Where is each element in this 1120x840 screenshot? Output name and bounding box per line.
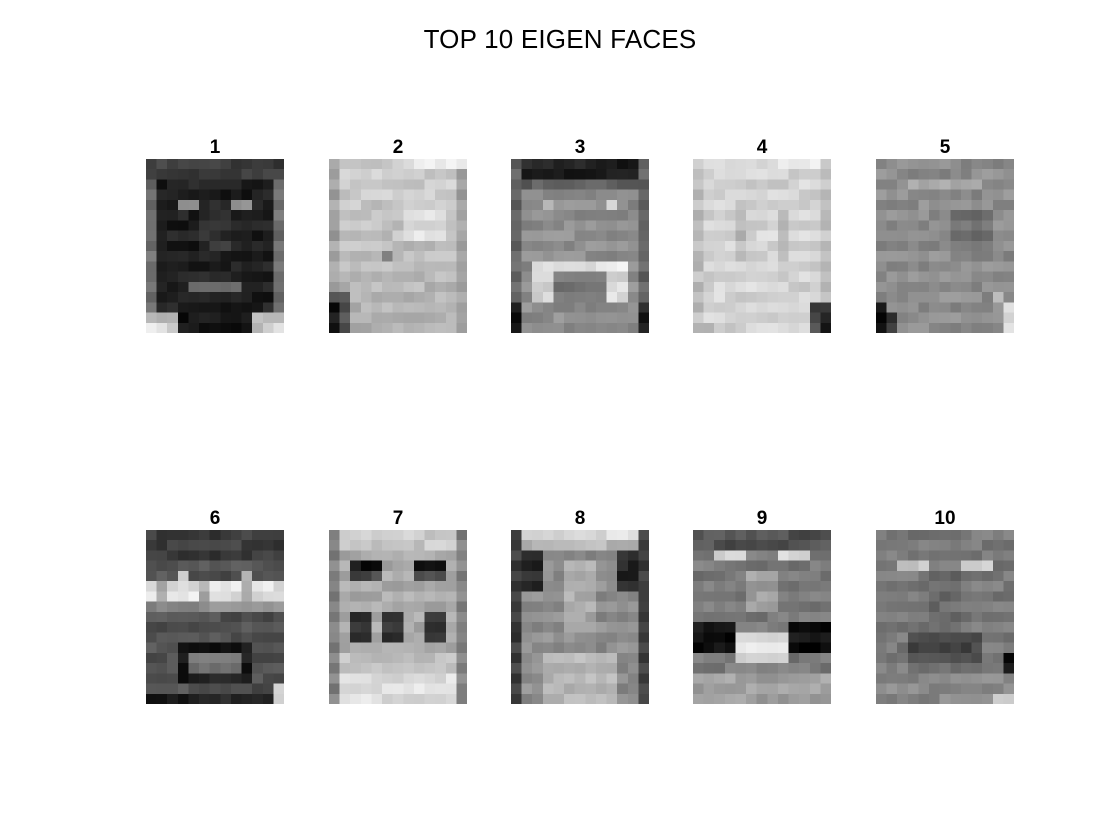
panel-title: 7 [392,508,404,529]
eigenface-panel-1: 1 [146,137,284,333]
eigenface-panel-3: 3 [511,137,649,333]
eigenface-panel-9: 9 [693,508,831,704]
eigenface-panel-6: 6 [146,508,284,704]
figure-title: TOP 10 EIGEN FACES [423,24,697,54]
panel-title: 9 [756,508,768,529]
panel-title: 10 [934,508,956,529]
panel-title: 5 [939,137,951,158]
eigenface-image [511,530,649,704]
eigenface-panel-2: 2 [329,137,467,333]
eigenface-panel-10: 10 [876,508,1014,704]
eigenface-image [511,159,649,333]
eigenface-panel-8: 8 [511,508,649,704]
eigenface-image [693,530,831,704]
panel-title: 8 [574,508,586,529]
panel-title: 3 [574,137,586,158]
eigenface-panel-4: 4 [693,137,831,333]
panel-title: 1 [209,137,221,158]
eigenface-panel-5: 5 [876,137,1014,333]
eigenface-image [146,530,284,704]
panel-title: 6 [209,508,221,529]
eigenface-panel-7: 7 [329,508,467,704]
eigenface-image [693,159,831,333]
panel-title: 4 [756,137,768,158]
eigenface-image [329,159,467,333]
eigenface-image [146,159,284,333]
eigenface-image [329,530,467,704]
eigenface-image [876,159,1014,333]
panel-title: 2 [392,137,404,158]
eigenface-image [876,530,1014,704]
